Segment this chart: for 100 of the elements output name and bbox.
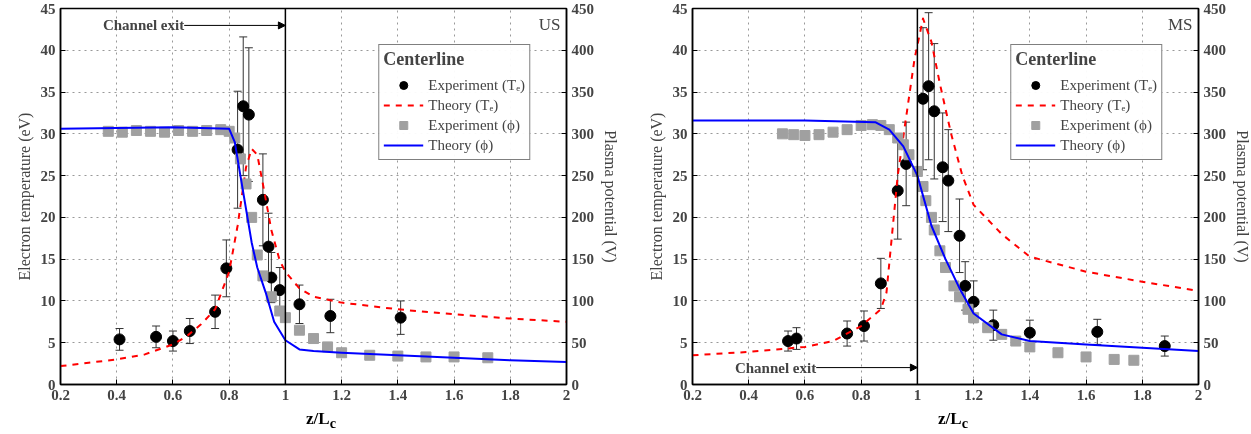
y-tick-label: 35: [672, 84, 688, 101]
point: [242, 108, 255, 121]
y2-axis-title: Plasma potential (V): [601, 130, 619, 263]
point: [1108, 353, 1120, 365]
point: [799, 130, 811, 141]
y-axis-title: Electron temperature (eV): [15, 112, 34, 281]
y2-tick-label: 100: [571, 292, 594, 309]
legend-label: Theory (ϕ): [428, 136, 494, 154]
y2-tick-label: 50: [1203, 334, 1219, 351]
y2-tick-label: 350: [571, 84, 594, 101]
y-tick-label: 15: [40, 251, 56, 268]
y2-tick-label: 100: [1203, 292, 1226, 309]
point: [322, 341, 334, 353]
y-tick-label: 40: [672, 42, 688, 59]
y-tick-label: 45: [40, 0, 56, 17]
point: [827, 126, 839, 138]
y-tick-label: 10: [40, 292, 56, 309]
x-tick-label: 0.6: [163, 386, 183, 403]
point: [273, 284, 286, 297]
y-tick-label: 10: [672, 292, 688, 309]
y-tick-label: 20: [672, 209, 688, 226]
legend-title: Centerline: [383, 49, 466, 70]
legend-title: Centerline: [1015, 49, 1098, 70]
x-tick-label: 0.4: [107, 386, 127, 403]
x-tick-label: 2: [1194, 386, 1203, 403]
y-tick-label: 20: [40, 209, 56, 226]
annotation: MS: [1167, 14, 1193, 34]
point: [1023, 326, 1036, 339]
y-tick-label: 25: [672, 167, 688, 184]
y-tick-label: 40: [40, 42, 56, 59]
point: [237, 100, 250, 113]
x-tick-label: 0.8: [219, 386, 239, 403]
point: [790, 332, 803, 345]
y2-tick-label: 0: [1203, 376, 1211, 393]
x-tick-label: 2: [562, 386, 571, 403]
legend-label: Theory (Tₑ): [1060, 96, 1131, 114]
x-tick-label: 1.6: [1076, 386, 1096, 403]
point: [813, 129, 825, 141]
x-axis-title: z/L$_{c}$: [938, 408, 968, 434]
ref-line-label: Channel exit: [734, 359, 817, 376]
line-series: [692, 119, 1199, 353]
point: [1052, 347, 1064, 359]
point: [1091, 325, 1104, 338]
y2-tick-label: 50: [571, 334, 587, 351]
point: [953, 229, 966, 242]
y2-tick-label: 250: [571, 167, 594, 184]
point: [293, 324, 305, 336]
y-axis-title: Electron temperature (eV): [647, 112, 666, 281]
y-tick-label: 15: [672, 251, 688, 268]
x-tick-label: 1.4: [1020, 386, 1040, 403]
y2-tick-label: 350: [1203, 84, 1226, 101]
y2-tick-label: 400: [1203, 42, 1226, 59]
y2-tick-label: 450: [571, 0, 594, 17]
legend-label: Theory (Tₑ): [428, 96, 499, 114]
point: [857, 320, 870, 332]
x-tick-label: 1: [281, 386, 290, 403]
x-tick-label: 1.2: [332, 386, 351, 403]
x-tick-label: 1: [913, 386, 922, 403]
point: [1080, 351, 1092, 363]
point: [394, 311, 407, 324]
point: [113, 333, 126, 346]
legend-label: Experiment (ϕ): [428, 116, 520, 134]
point: [928, 105, 941, 118]
x-tick-label: 0.4: [739, 386, 759, 403]
point: [942, 174, 955, 187]
point: [841, 124, 853, 136]
y2-tick-label: 150: [571, 251, 594, 268]
point: [788, 129, 800, 141]
point: [324, 310, 337, 322]
point: [159, 126, 171, 138]
y-tick-label: 25: [40, 167, 56, 184]
x-tick-label: 1.2: [964, 386, 983, 403]
y-tick-label: 35: [40, 84, 56, 101]
x-tick-label: 0.8: [851, 386, 871, 403]
y2-tick-label: 200: [571, 209, 594, 226]
point: [1024, 341, 1036, 353]
ref-line-label: Channel exit: [102, 17, 185, 34]
y2-tick-label: 300: [571, 125, 594, 142]
point: [959, 279, 972, 292]
y-tick-label: 30: [672, 125, 688, 142]
y-tick-label: 5: [48, 334, 56, 351]
point: [874, 277, 887, 290]
x-tick-label: 1.8: [500, 386, 520, 403]
point: [150, 330, 163, 343]
x-tick-label: 1.6: [444, 386, 464, 403]
annotation: US: [538, 14, 561, 34]
point: [279, 312, 291, 324]
x-tick-label: 1.4: [388, 386, 408, 403]
y2-tick-label: 250: [1203, 167, 1226, 184]
point: [293, 298, 306, 311]
y-tick-label: 5: [680, 334, 688, 351]
y2-tick-label: 200: [1203, 209, 1226, 226]
legend-label: Experiment (Tₑ): [1060, 76, 1157, 94]
point: [936, 161, 949, 174]
point: [262, 240, 275, 253]
y-tick-label: 45: [672, 0, 688, 17]
y2-axis-title: Plasma potential (V): [1233, 130, 1251, 263]
point: [166, 335, 179, 348]
y-tick-label: 30: [40, 125, 56, 142]
x-tick-label: 0.6: [795, 386, 815, 403]
